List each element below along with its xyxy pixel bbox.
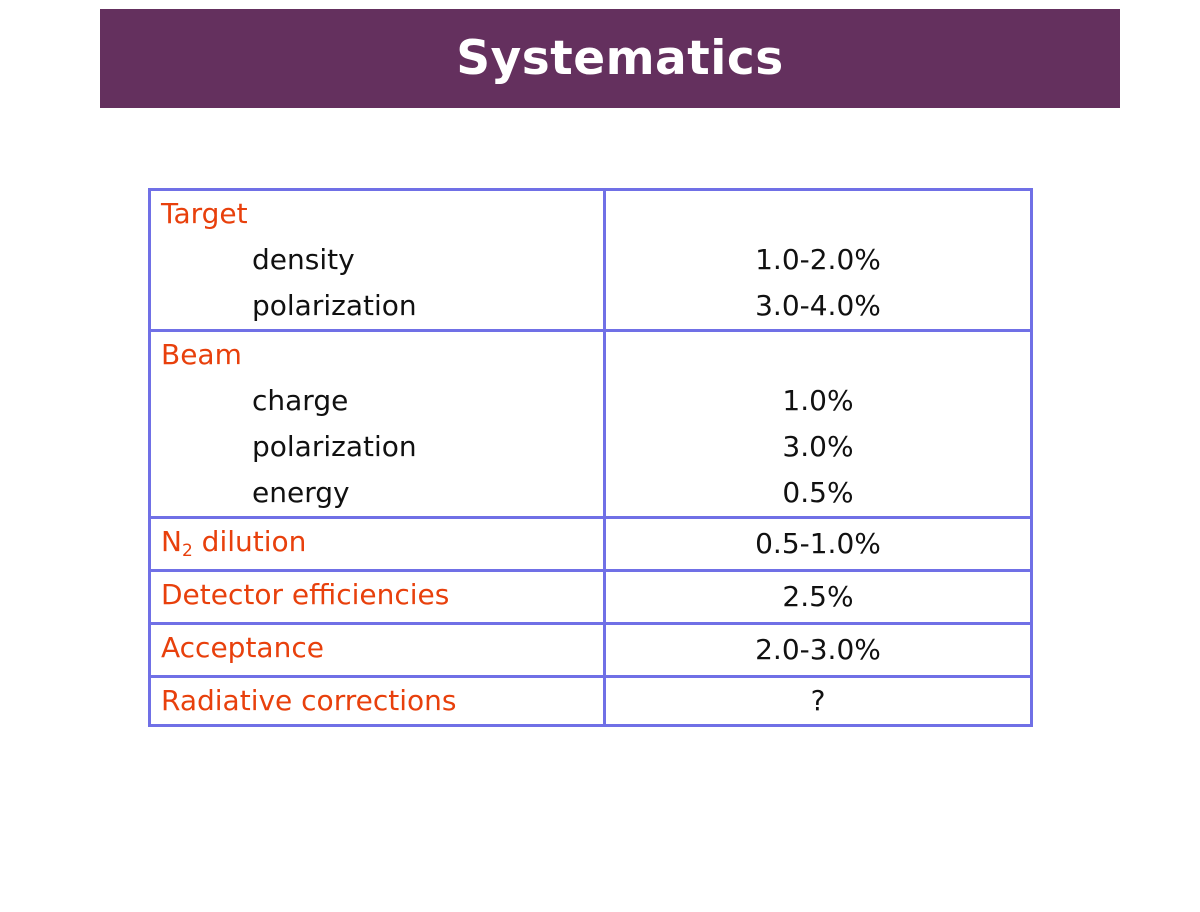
item-density: density — [252, 243, 355, 276]
n2-suffix: dilution — [192, 525, 307, 558]
detector-label-cell: Detector efficiencies — [148, 569, 606, 625]
slide-title: Systematics — [456, 31, 784, 86]
radiative-label-cell: Radiative corrections — [148, 675, 606, 727]
value-density: 1.0-2.0% — [755, 243, 881, 276]
category-beam: Beam — [161, 338, 242, 371]
table-row-beam: Beam charge polarization energy 1.0% 3.0… — [148, 329, 1033, 519]
beam-value-cell: 1.0% 3.0% 0.5% — [603, 329, 1033, 519]
value-radiative-corrections: ? — [810, 684, 826, 717]
value-beam-polarization: 3.0% — [782, 430, 854, 463]
table-row-target: Target density polarization 1.0-2.0% 3.0… — [148, 188, 1033, 332]
beam-label-cell: Beam charge polarization energy — [148, 329, 606, 519]
target-value-cell: 1.0-2.0% 3.0-4.0% — [603, 188, 1033, 332]
value-n2-dilution: 0.5-1.0% — [755, 527, 881, 560]
table-row-detector-efficiencies: Detector efficiencies 2.5% — [148, 569, 1033, 625]
category-radiative-corrections: Radiative corrections — [161, 684, 457, 717]
category-n2-dilution: N2 dilution — [161, 519, 603, 565]
acceptance-label-cell: Acceptance — [148, 622, 606, 678]
value-charge: 1.0% — [782, 384, 854, 417]
table-row-radiative-corrections: Radiative corrections ? — [148, 675, 1033, 727]
value-energy: 0.5% — [782, 476, 854, 509]
item-beam-polarization: polarization — [252, 430, 417, 463]
title-bar: Systematics — [100, 9, 1120, 108]
n2-label-cell: N2 dilution — [148, 516, 606, 572]
n2-prefix: N — [161, 525, 182, 558]
value-detector-efficiencies: 2.5% — [782, 580, 854, 613]
category-acceptance: Acceptance — [161, 631, 324, 664]
item-charge: charge — [252, 384, 349, 417]
category-target: Target — [161, 197, 248, 230]
detector-value-cell: 2.5% — [603, 569, 1033, 625]
n2-value-cell: 0.5-1.0% — [603, 516, 1033, 572]
item-energy: energy — [252, 476, 350, 509]
table-row-n2-dilution: N2 dilution 0.5-1.0% — [148, 516, 1033, 572]
acceptance-value-cell: 2.0-3.0% — [603, 622, 1033, 678]
target-label-cell: Target density polarization — [148, 188, 606, 332]
systematics-table: Target density polarization 1.0-2.0% 3.0… — [148, 188, 1033, 727]
value-target-polarization: 3.0-4.0% — [755, 289, 881, 322]
radiative-value-cell: ? — [603, 675, 1033, 727]
value-acceptance: 2.0-3.0% — [755, 633, 881, 666]
n2-subscript: 2 — [181, 541, 193, 561]
table-row-acceptance: Acceptance 2.0-3.0% — [148, 622, 1033, 678]
category-detector-efficiencies: Detector efficiencies — [161, 578, 450, 611]
item-target-polarization: polarization — [252, 289, 417, 322]
